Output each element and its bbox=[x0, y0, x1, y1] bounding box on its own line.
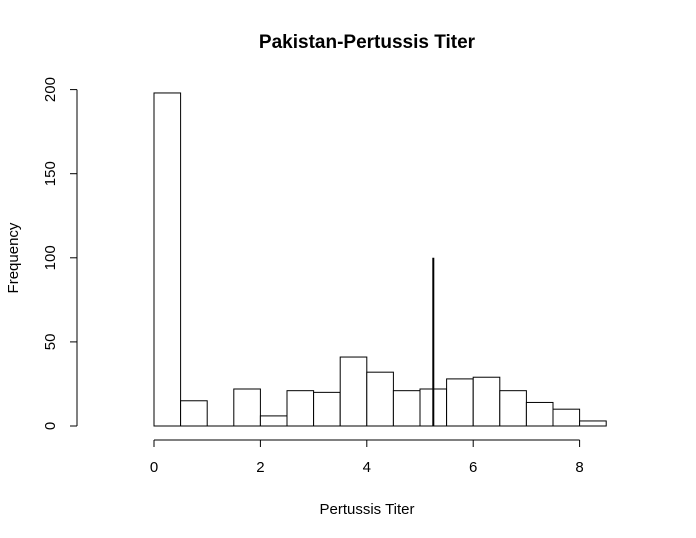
histogram-bar bbox=[366, 371, 394, 427]
histogram-bar bbox=[472, 376, 501, 427]
histogram-bar bbox=[552, 408, 581, 427]
histogram-bar bbox=[339, 356, 368, 427]
x-tick-label: 8 bbox=[575, 459, 583, 476]
histogram-bar bbox=[392, 390, 421, 427]
y-tick-label: 150 bbox=[42, 161, 59, 186]
y-tick-label: 100 bbox=[42, 245, 59, 270]
x-tick-label: 6 bbox=[469, 459, 477, 476]
y-tick-label: 0 bbox=[42, 422, 59, 430]
y-tick-label: 50 bbox=[42, 334, 59, 351]
bars-group bbox=[153, 92, 607, 427]
x-axis-label: Pertussis Titer bbox=[319, 501, 414, 518]
histogram-bar bbox=[499, 390, 527, 427]
histogram-bar bbox=[313, 391, 341, 427]
y-axis-label: Frequency bbox=[5, 222, 22, 293]
histogram-bar bbox=[286, 390, 315, 427]
y-axis: 0 50 100 150 200 bbox=[42, 77, 78, 430]
histogram-bar bbox=[180, 400, 208, 427]
x-tick-label: 2 bbox=[256, 459, 264, 476]
histogram-bar bbox=[525, 401, 554, 427]
x-tick-label: 4 bbox=[363, 459, 371, 476]
x-axis: 0 2 4 6 8 bbox=[150, 439, 584, 476]
histogram-bar bbox=[446, 378, 474, 427]
x-tick-label: 0 bbox=[150, 459, 158, 476]
y-tick-label: 200 bbox=[42, 77, 59, 102]
histogram-bar bbox=[579, 420, 607, 427]
histogram-bar bbox=[153, 92, 182, 427]
histogram-bar bbox=[259, 415, 288, 427]
chart-title: Pakistan-Pertussis Titer bbox=[259, 32, 476, 53]
histogram-bar bbox=[233, 388, 261, 427]
